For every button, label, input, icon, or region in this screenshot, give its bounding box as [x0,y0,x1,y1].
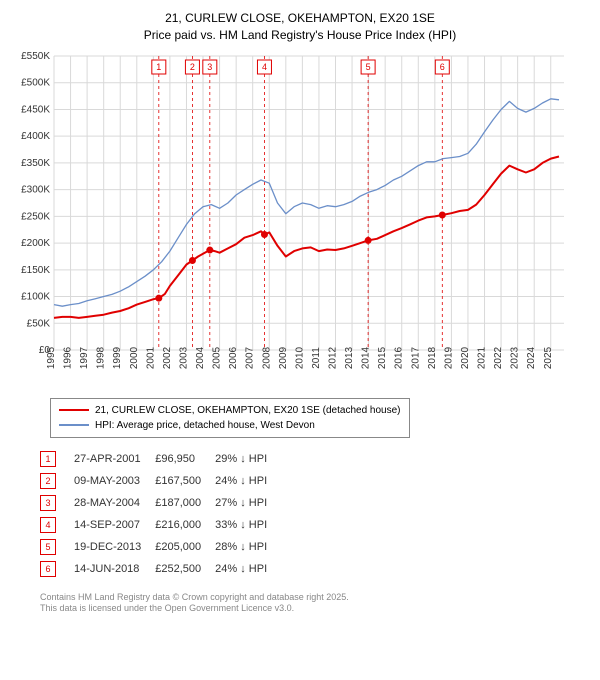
sales-row: 3 28-MAY-2004£187,00027% ↓ HPI [40,492,281,514]
footer-line-1: Contains HM Land Registry data © Crown c… [40,592,590,604]
sale-number-box: 2 [40,473,56,489]
svg-text:5: 5 [366,62,371,72]
sales-row: 2 09-MAY-2003£167,50024% ↓ HPI [40,470,281,492]
svg-text:2018: 2018 [427,346,438,369]
legend-row: HPI: Average price, detached house, West… [59,418,401,433]
sale-delta: 28% ↓ HPI [215,536,281,558]
svg-text:4: 4 [262,62,267,72]
svg-text:1999: 1999 [112,346,123,369]
legend-swatch [59,424,89,425]
footer-line-2: This data is licensed under the Open Gov… [40,603,590,615]
svg-text:2005: 2005 [212,346,223,369]
svg-text:2002: 2002 [162,346,173,369]
svg-text:2012: 2012 [327,346,338,369]
svg-text:2017: 2017 [410,346,421,369]
svg-text:£200K: £200K [21,238,50,249]
title-line-2: Price paid vs. HM Land Registry's House … [10,27,590,44]
svg-text:£100K: £100K [21,291,50,302]
chart-container: £0£50K£100K£150K£200K£250K£300K£350K£400… [10,50,590,390]
sale-number-box: 5 [40,539,56,555]
svg-text:£250K: £250K [21,211,50,222]
svg-text:£300K: £300K [21,184,50,195]
sale-number-box: 1 [40,451,56,467]
price-chart: £0£50K£100K£150K£200K£250K£300K£350K£400… [10,50,570,390]
sales-row: 5 19-DEC-2013£205,00028% ↓ HPI [40,536,281,558]
svg-text:1997: 1997 [79,346,90,369]
sales-row: 4 14-SEP-2007£216,00033% ↓ HPI [40,514,281,536]
svg-text:1998: 1998 [96,346,107,369]
svg-text:2004: 2004 [195,346,206,369]
svg-text:2014: 2014 [361,346,372,369]
sale-price: £205,000 [155,536,215,558]
sales-row: 1 27-APR-2001£96,95029% ↓ HPI [40,448,281,470]
svg-text:2007: 2007 [245,346,256,369]
sale-date: 27-APR-2001 [74,448,155,470]
svg-text:2: 2 [190,62,195,72]
svg-text:1: 1 [156,62,161,72]
svg-text:2013: 2013 [344,346,355,369]
svg-text:2009: 2009 [278,346,289,369]
svg-text:1996: 1996 [63,346,74,369]
svg-text:2020: 2020 [460,346,471,369]
svg-text:2025: 2025 [543,346,554,369]
legend-label: HPI: Average price, detached house, West… [95,418,315,433]
sale-number-box: 6 [40,561,56,577]
sale-delta: 27% ↓ HPI [215,492,281,514]
sale-price: £216,000 [155,514,215,536]
svg-text:3: 3 [207,62,212,72]
svg-text:2001: 2001 [145,346,156,369]
svg-text:£350K: £350K [21,158,50,169]
svg-text:£550K: £550K [21,51,50,62]
sale-number-box: 4 [40,517,56,533]
legend-swatch [59,409,89,411]
sale-date: 14-SEP-2007 [74,514,155,536]
svg-text:2008: 2008 [261,346,272,369]
sale-price: £167,500 [155,470,215,492]
svg-text:1995: 1995 [46,346,57,369]
sale-price: £252,500 [155,558,215,580]
legend-row: 21, CURLEW CLOSE, OKEHAMPTON, EX20 1SE (… [59,403,401,418]
svg-text:2003: 2003 [178,346,189,369]
svg-text:2016: 2016 [394,346,405,369]
svg-text:2015: 2015 [377,346,388,369]
sale-number-box: 3 [40,495,56,511]
chart-title-block: 21, CURLEW CLOSE, OKEHAMPTON, EX20 1SE P… [10,10,590,44]
svg-text:£400K: £400K [21,131,50,142]
svg-text:£150K: £150K [21,264,50,275]
sale-delta: 33% ↓ HPI [215,514,281,536]
sale-delta: 29% ↓ HPI [215,448,281,470]
svg-text:2010: 2010 [294,346,305,369]
title-line-1: 21, CURLEW CLOSE, OKEHAMPTON, EX20 1SE [10,10,590,27]
svg-text:£450K: £450K [21,104,50,115]
svg-text:2023: 2023 [510,346,521,369]
sale-date: 09-MAY-2003 [74,470,155,492]
sales-row: 6 14-JUN-2018£252,50024% ↓ HPI [40,558,281,580]
svg-text:2011: 2011 [311,346,322,368]
legend: 21, CURLEW CLOSE, OKEHAMPTON, EX20 1SE (… [50,398,410,438]
sale-date: 14-JUN-2018 [74,558,155,580]
sale-date: 19-DEC-2013 [74,536,155,558]
sale-price: £187,000 [155,492,215,514]
svg-text:6: 6 [440,62,445,72]
sale-date: 28-MAY-2004 [74,492,155,514]
svg-text:£50K: £50K [27,318,51,329]
svg-text:2000: 2000 [129,346,140,369]
footer-attribution: Contains HM Land Registry data © Crown c… [40,592,590,615]
sale-delta: 24% ↓ HPI [215,470,281,492]
svg-text:2021: 2021 [477,346,488,369]
svg-text:2006: 2006 [228,346,239,369]
legend-label: 21, CURLEW CLOSE, OKEHAMPTON, EX20 1SE (… [95,403,401,418]
svg-text:2022: 2022 [493,346,504,369]
svg-text:2019: 2019 [443,346,454,369]
svg-text:£500K: £500K [21,77,50,88]
sales-table: 1 27-APR-2001£96,95029% ↓ HPI 2 09-MAY-2003… [40,448,281,580]
sale-price: £96,950 [155,448,215,470]
svg-text:2024: 2024 [526,346,537,369]
sale-delta: 24% ↓ HPI [215,558,281,580]
